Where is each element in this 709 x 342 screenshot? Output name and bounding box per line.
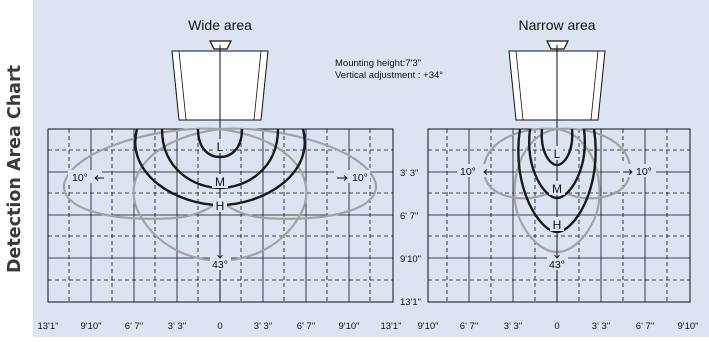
wide-angle-right: 10° [352,172,368,184]
narrow-x-axis-labels: 13'1" 9'10" 6' 7" 3' 3" 0 3' 3" 6' 7" 9'… [380,321,698,332]
wide-x-axis-labels: 13'1" 9'10" 6' 7" 3' 3" 0 3' 3" 6' 7" 9'… [37,321,359,332]
x-tick-label: 9'10" [338,321,359,332]
wide-angle-left-bg [68,170,102,183]
chart-title: Detection Area Chart [5,64,25,273]
wide-angle-bottom: 43° [212,259,228,271]
narrow-angle-left-bg [457,164,490,177]
narrow-area-panel: Narrow area L [427,17,691,303]
narrow-label-m-bg [549,181,565,195]
x-tick-label: 6' 7" [636,321,654,332]
x-tick-label: 13'1" [380,321,401,332]
wide-angle-left-arrow [94,175,104,181]
wide-angle-left: 10° [72,172,88,184]
sensor-body-inner-right [253,50,262,121]
x-tick-label: 3' 3" [168,321,186,332]
narrow-angle-bottom-arrow [554,248,560,259]
y-axis-labels: 3' 3" 6' 7" 9'10" 13'1" [400,168,421,308]
narrow-dark-pattern-h [517,128,597,234]
narrow-label-l-bg [551,146,563,160]
x-tick-label: 6' 7" [460,321,478,332]
x-tick-label: 6' 7" [125,321,143,332]
wide-zone-label-m: M [215,175,225,189]
narrow-angle-bottom-bg [547,257,568,270]
narrow-zone-label-m: M [552,182,562,196]
x-tick-label: 0 [217,321,222,332]
narrow-sensor-body-inner-right [590,50,599,121]
wide-zone-label-h: H [216,199,225,213]
wide-label-m-bg [212,174,228,188]
narrow-dark-pattern-m [528,128,586,200]
y-tick-label: 13'1" [400,297,421,308]
wide-angle-bottom-bg [210,257,231,270]
wide-angle-right-bg [334,170,370,183]
mounting-height-text: Mounting height:7'3" [335,58,421,69]
wide-label-l-bg [214,139,226,153]
x-tick-label: 9'10" [417,321,438,332]
narrow-angle-left-arrow [483,169,491,175]
narrow-angle-bottom: 43° [549,259,565,271]
narrow-label-h-bg [550,217,564,231]
wide-area-panel: Wide area [47,17,394,303]
vertical-title: Detection Area Chart [0,0,30,337]
narrow-angle-left: 10° [460,166,476,178]
narrow-zone-label-l: L [554,147,561,161]
narrow-sensor-body-inner-left [515,50,524,121]
sensor-body-inner-left [178,50,187,121]
narrow-angle-right: 10° [636,166,652,178]
narrow-angle-right-arrow [623,169,633,175]
x-tick-label: 3' 3" [592,321,610,332]
y-tick-label: 6' 7" [400,211,418,222]
narrow-zone-label-h: H [553,218,562,232]
x-tick-label: 9'10" [677,321,698,332]
wide-dark-pattern-l [196,128,244,159]
x-tick-label: 3' 3" [254,321,272,332]
wide-area-heading: Wide area [188,17,252,33]
y-tick-label: 9'10" [400,254,421,265]
wide-angle-bottom-arrow [217,250,223,259]
vertical-adjustment-text: Vertical adjustment : +34° [335,70,443,81]
wide-zone-label-l: L [217,140,224,154]
wide-angle-right-arrow [337,175,348,181]
y-tick-label: 3' 3" [400,168,418,179]
x-tick-label: 6' 7" [297,321,315,332]
x-tick-label: 13'1" [37,321,58,332]
narrow-area-heading: Narrow area [518,17,595,33]
narrow-dark-pattern-l [540,128,574,167]
x-tick-label: 3' 3" [504,321,522,332]
wide-label-h-bg [213,198,227,212]
x-tick-label: 9'10" [80,321,101,332]
x-tick-label: 0 [554,321,559,332]
narrow-angle-right-bg [620,164,656,177]
